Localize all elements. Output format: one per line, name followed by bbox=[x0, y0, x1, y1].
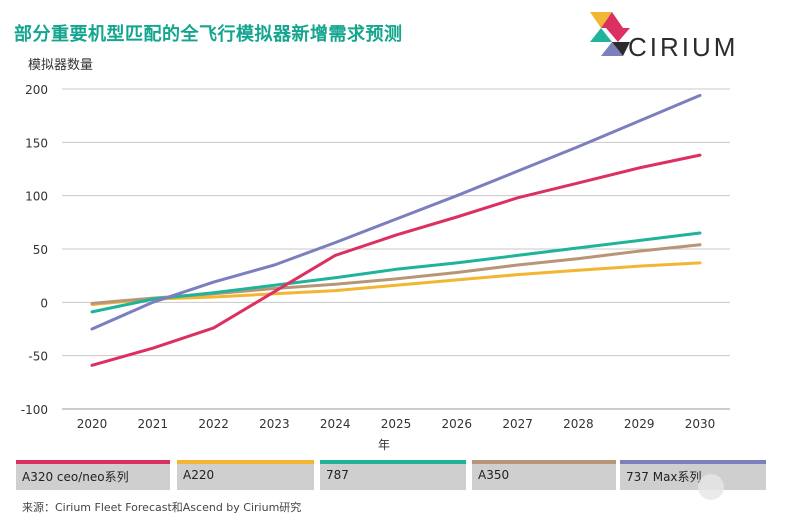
y-tick-label: 100 bbox=[25, 190, 48, 204]
legend-swatch-a320 bbox=[16, 460, 170, 464]
y-tick-label: -100 bbox=[21, 403, 48, 417]
x-tick-label: 2023 bbox=[259, 417, 290, 431]
x-tick-label: 2021 bbox=[138, 417, 169, 431]
line-chart: 200 150 100 50 0 -50 -100 2020 2021 2022 2023 2024 2… bbox=[21, 83, 730, 431]
x-tick-label: 2030 bbox=[685, 417, 716, 431]
legend-item-a350: A350 bbox=[472, 460, 616, 490]
legend-swatch-a350 bbox=[472, 460, 616, 464]
y-tick-label: 200 bbox=[25, 83, 48, 97]
series-line-4 bbox=[90, 93, 702, 331]
chart-title: 部分重要机型匹配的全飞行模拟器新增需求预测 bbox=[14, 24, 403, 45]
legend-label-787: 787 bbox=[326, 468, 349, 482]
legend-item-787: 787 bbox=[320, 460, 466, 490]
legend-label-a320: A320 ceo/neo系列 bbox=[22, 470, 129, 484]
series-line-0 bbox=[90, 153, 702, 367]
series-line-1 bbox=[90, 261, 702, 306]
y-tick-label: 0 bbox=[40, 296, 48, 310]
legend-label-737max: 737 Max系列 bbox=[626, 470, 702, 484]
legend-label-a220: A220 bbox=[183, 468, 215, 482]
x-axis-label: 年 bbox=[378, 438, 391, 452]
series-line-2 bbox=[90, 231, 702, 314]
x-tick-label: 2027 bbox=[502, 417, 533, 431]
legend: A320 ceo/neo系列 A220 787 A350 737 Max系列 bbox=[16, 460, 766, 490]
x-tick-label: 2028 bbox=[563, 417, 594, 431]
legend-item-a320: A320 ceo/neo系列 bbox=[16, 460, 170, 490]
watermark-icon bbox=[698, 474, 724, 500]
legend-swatch-737max bbox=[620, 460, 766, 464]
cirium-logo-mark-icon bbox=[590, 12, 630, 56]
legend-label-a350: A350 bbox=[478, 468, 510, 482]
y-tick-label: -50 bbox=[28, 350, 48, 364]
source-note: 来源：Cirium Fleet Forecast和Ascend by Ciriu… bbox=[22, 501, 302, 514]
x-tick-label: 2026 bbox=[442, 417, 473, 431]
legend-item-737max: 737 Max系列 bbox=[620, 460, 766, 490]
x-tick-label: 2024 bbox=[320, 417, 351, 431]
x-tick-label: 2022 bbox=[198, 417, 229, 431]
legend-item-a220: A220 bbox=[177, 460, 314, 490]
cirium-logo: CIRIUM bbox=[586, 8, 786, 64]
x-tick-label: 2020 bbox=[77, 417, 108, 431]
x-tick-label: 2025 bbox=[381, 417, 412, 431]
y-tick-label: 50 bbox=[33, 243, 48, 257]
legend-swatch-a220 bbox=[177, 460, 314, 464]
x-tick-label: 2029 bbox=[624, 417, 655, 431]
y-axis-label: 模拟器数量 bbox=[28, 58, 94, 73]
legend-swatch-787 bbox=[320, 460, 466, 464]
brand-name: CIRIUM bbox=[628, 32, 739, 62]
y-tick-label: 150 bbox=[25, 136, 48, 150]
